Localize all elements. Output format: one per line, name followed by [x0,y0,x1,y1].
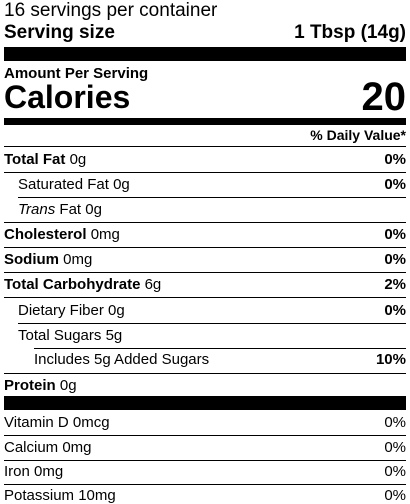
divider [18,197,406,198]
total-sugars-row: Total Sugars 5g [18,327,406,344]
servings-text: 16 servings per container [4,0,218,21]
cholesterol-dv: 0% [384,226,406,243]
cholesterol-name: Cholesterol [4,226,87,243]
dietary-fiber-amount: 0g [108,302,125,319]
total-sugars-amount: 5g [105,327,123,344]
saturated-fat-name: Saturated Fat [18,176,109,193]
amount-per-serving-text: Amount Per Serving [4,65,149,82]
iron-dv: 0% [384,463,406,480]
total-sugars-name: Total Sugars [18,327,102,344]
iron-text: Iron 0mg [4,463,64,480]
divider [4,172,406,173]
calories-label: Calories [4,79,131,115]
cholesterol-row: Cholesterol 0mg 0% [4,226,406,243]
serving-size-label: Serving size [4,22,115,43]
vitamin-row: Calcium 0mg 0% [4,439,406,456]
divider [4,272,406,273]
protein-amount: 0g [59,377,77,394]
vitamin-row: Vitamin D 0mcg 0% [4,414,406,431]
total-carbohydrate-row: Total Carbohydrate 6g 2% [4,276,406,293]
serving-size-value: 1 Tbsp (14g) [294,22,406,43]
sodium-dv: 0% [384,251,406,268]
saturated-fat-row: Saturated Fat 0g 0% [18,176,406,193]
total-fat-row: Total Fat 0g 0% [4,151,406,168]
trans-fat-italic: Trans [18,201,56,218]
sodium-name: Sodium [4,251,59,268]
amount-per-serving: Amount Per Serving [4,65,406,82]
vitamin-row: Potassium 10mg 0% [4,487,406,504]
total-carbohydrate-name: Total Carbohydrate [4,276,141,293]
divider [4,435,406,436]
divider [4,222,406,223]
cholesterol-amount: 0mg [90,226,120,243]
protein-name: Protein [4,377,56,394]
dietary-fiber-dv: 0% [384,302,406,319]
divider [34,348,406,349]
calcium-text: Calcium 0mg [4,439,92,456]
daily-value-header-text: % Daily Value* [310,127,406,143]
added-sugars-dv: 10% [375,351,406,368]
dietary-fiber-name: Dietary Fiber [18,302,104,319]
vitamin-d-dv: 0% [384,414,406,431]
sodium-amount: 0mg [63,251,93,268]
daily-value-header: % Daily Value* [4,127,406,143]
vitamin-d-text: Vitamin D 0mcg [4,414,110,431]
thick-divider-bottom [4,396,406,410]
potassium-dv: 0% [384,487,406,504]
dietary-fiber-row: Dietary Fiber 0g 0% [18,302,406,319]
divider [4,460,406,461]
added-sugars-row: Includes 5g Added Sugars 10% [34,351,406,368]
servings-per-container: 16 servings per container [4,0,406,22]
calories-value: 20 [361,75,407,119]
divider [4,247,406,248]
added-sugars-text: Includes 5g Added Sugars [34,351,210,368]
trans-fat-name: Fat [59,201,82,218]
serving-size-row: Serving size 1 Tbsp (14g) [4,22,406,44]
divider [18,323,406,324]
thick-divider-top [4,47,406,61]
total-fat-dv: 0% [384,151,406,168]
saturated-fat-amount: 0g [113,176,130,193]
total-carbohydrate-dv: 2% [384,276,406,293]
medium-divider [4,118,406,125]
trans-fat-row: Trans Fat 0g [18,201,406,218]
total-fat-name: Total Fat [4,151,66,168]
vitamin-row: Iron 0mg 0% [4,463,406,480]
divider [4,146,406,147]
calories-row: Calories 20 [4,74,406,120]
total-carbohydrate-amount: 6g [144,276,162,293]
calcium-dv: 0% [384,439,406,456]
protein-row: Protein 0g [4,377,406,394]
saturated-fat-dv: 0% [384,176,406,193]
total-fat-amount: 0g [69,151,87,168]
divider [4,484,406,485]
sodium-row: Sodium 0mg 0% [4,251,406,268]
divider [4,297,406,298]
trans-fat-amount: 0g [85,201,102,218]
potassium-text: Potassium 10mg [4,487,116,504]
divider [4,373,406,374]
